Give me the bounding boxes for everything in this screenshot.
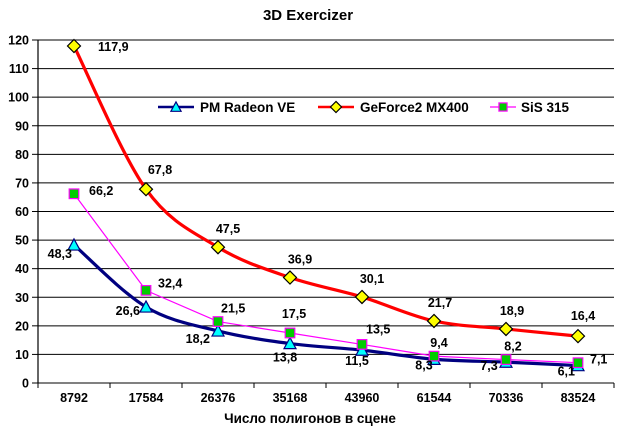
data-point-label: 30,1 — [360, 272, 384, 286]
diamond-marker — [354, 289, 370, 305]
data-point-label: 18,9 — [500, 304, 524, 318]
x-axis-tick-label: 70336 — [489, 391, 524, 405]
triangle-marker — [66, 237, 82, 251]
data-point-label: 47,5 — [216, 222, 240, 236]
x-axis-tick-label: 43960 — [345, 391, 380, 405]
square-marker — [428, 350, 440, 362]
square-marker — [140, 284, 152, 296]
data-point-label: 32,4 — [158, 276, 182, 290]
y-axis-tick-label: 20 — [15, 319, 29, 333]
data-point-label: 21,5 — [221, 302, 245, 316]
legend-label: PM Radeon VE — [200, 100, 295, 115]
legend-label: SiS 315 — [521, 100, 570, 115]
x-axis-tick-label: 8792 — [60, 391, 88, 405]
chart-title: 3D Exercizer — [263, 7, 353, 24]
legend-label: GeForce2 MX400 — [360, 100, 469, 115]
y-axis-tick-label: 70 — [15, 176, 29, 190]
y-axis-tick-label: 120 — [8, 34, 29, 48]
data-point-label: 6,1 — [558, 365, 575, 379]
series-geforce2-mx400 — [66, 38, 586, 344]
legend-item-pm-radeon-ve: PM Radeon VE — [158, 100, 295, 115]
data-point-label: 9,4 — [430, 336, 447, 350]
y-axis-tick-label: 110 — [9, 62, 29, 76]
diamond-marker — [426, 313, 442, 329]
y-axis-tick-label: 0 — [22, 377, 29, 391]
x-axis-tick-label: 17584 — [129, 391, 164, 405]
diamond-marker — [138, 181, 154, 197]
square-marker — [212, 316, 224, 327]
data-point-label: 36,9 — [288, 253, 312, 267]
series-sis-315 — [68, 188, 584, 369]
data-point-label: 13,8 — [273, 351, 297, 365]
y-axis-tick-label: 30 — [15, 291, 29, 305]
data-point-label: 8,2 — [504, 340, 521, 354]
data-point-label: 117,9 — [98, 40, 129, 54]
data-point-label: 7,1 — [590, 353, 607, 367]
square-marker — [68, 188, 80, 200]
diamond-marker — [570, 328, 586, 344]
data-point-label: 16,4 — [571, 309, 595, 323]
x-axis-tick-label: 26376 — [201, 391, 236, 405]
data-point-label: 48,3 — [48, 247, 72, 261]
diamond-marker — [210, 239, 226, 255]
x-axis-tick-label: 61544 — [417, 391, 452, 405]
x-axis-tick-label: 35168 — [273, 391, 308, 405]
y-axis-tick-label: 90 — [15, 119, 29, 133]
square-marker — [572, 357, 584, 369]
y-axis-tick-label: 50 — [15, 234, 29, 248]
y-axis-tick-label: 10 — [15, 348, 29, 362]
square-marker — [284, 327, 296, 339]
data-point-label: 11,5 — [345, 354, 369, 368]
data-point-label: 67,8 — [148, 163, 172, 177]
triangle-marker — [138, 299, 154, 313]
x-axis-title: Число полигонов в сцене — [224, 411, 396, 426]
data-point-label: 18,2 — [186, 332, 210, 346]
triangle-marker — [210, 323, 226, 337]
y-axis-tick-label: 80 — [15, 148, 29, 162]
square-marker — [500, 354, 512, 365]
triangle-marker — [282, 336, 298, 350]
data-point-label: 7,3 — [480, 359, 497, 373]
data-point-label: 13,5 — [366, 322, 390, 336]
data-point-label: 17,5 — [282, 307, 306, 321]
diamond-marker — [282, 270, 298, 285]
square-marker-legend — [498, 102, 508, 112]
triangle-marker-legend — [169, 100, 183, 112]
data-point-label: 66,2 — [89, 184, 113, 198]
data-point-label: 21,7 — [428, 296, 452, 310]
diamond-marker — [498, 321, 514, 337]
diamond-marker-legend — [329, 100, 343, 114]
diamond-marker — [66, 38, 82, 54]
y-axis-tick-label: 60 — [15, 205, 29, 219]
square-marker — [356, 339, 368, 350]
y-axis-tick-label: 40 — [15, 262, 29, 276]
legend-item-geforce2-mx400: GeForce2 MX400 — [318, 100, 469, 115]
y-axis-tick-label: 100 — [8, 91, 29, 105]
legend-item-sis-315: SiS 315 — [490, 100, 570, 115]
data-point-label: 8,3 — [415, 358, 432, 372]
x-axis-tick-label: 83524 — [561, 391, 596, 405]
data-point-label: 26,6 — [116, 304, 140, 318]
series-line — [73, 193, 579, 364]
